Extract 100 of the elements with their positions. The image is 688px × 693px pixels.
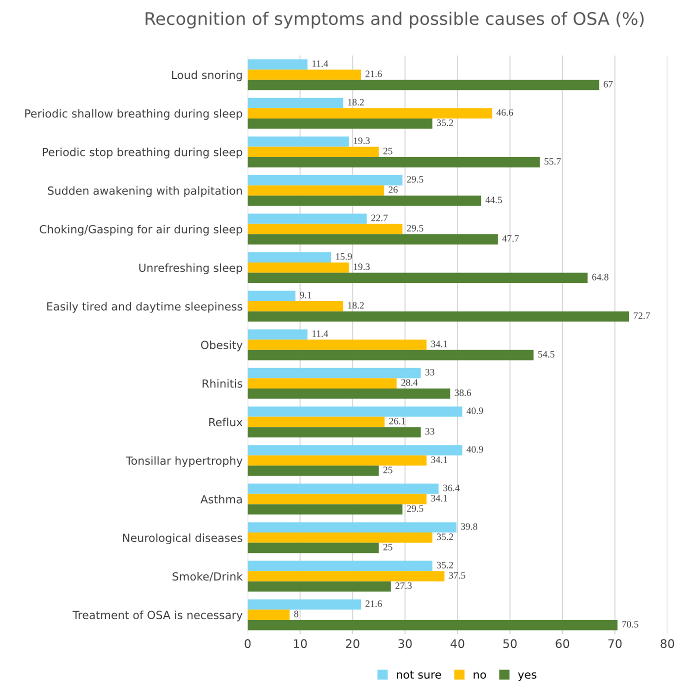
y-tick-label: Tonsillar hypertrophy: [126, 456, 242, 468]
y-tick-label: Loud snoring: [172, 70, 242, 82]
data-label: 15.9: [336, 253, 352, 260]
data-label: 67: [604, 80, 613, 88]
bar: [248, 59, 308, 70]
y-tick-label: Periodic stop breathing during sleep: [42, 148, 242, 158]
y-tick-label: Choking/Gasping for air during sleep: [40, 224, 242, 236]
bar: [248, 196, 482, 206]
y-tick-label: Asthma: [200, 494, 242, 504]
data-label: 40.9: [466, 446, 484, 453]
data-label: 36.4: [443, 484, 460, 492]
bar: [248, 406, 462, 417]
bar: [248, 118, 432, 129]
data-label: 34.1: [431, 340, 448, 348]
bar: [248, 98, 344, 108]
data-label: 9.1: [300, 292, 312, 298]
bar: [248, 234, 498, 244]
x-tick-label: 80: [660, 639, 674, 648]
bar: [248, 252, 332, 262]
data-label: 35.2: [436, 534, 453, 540]
bar: [248, 136, 349, 147]
data-label: 29.5: [407, 505, 424, 512]
data-label: 11.4: [312, 60, 328, 67]
data-label: 54.5: [538, 350, 554, 358]
data-label: 22.7: [371, 214, 388, 222]
data-label: 37.5: [449, 572, 466, 579]
bar: [248, 466, 379, 476]
data-label: 26: [388, 186, 398, 193]
bar: [248, 571, 444, 582]
data-label: 28.4: [401, 379, 418, 386]
data-label: 47.7: [502, 235, 519, 242]
y-tick-label: Unrefreshing sleep: [139, 263, 242, 274]
data-label: 25: [383, 544, 392, 550]
data-label: 33: [425, 368, 434, 376]
bar: [248, 522, 456, 533]
bar: [248, 560, 432, 572]
data-label: 21.6: [366, 70, 382, 78]
legend-label: not sure: [396, 670, 442, 679]
legend-label: yes: [518, 672, 536, 681]
y-tick-label: Reflux: [209, 418, 242, 426]
data-label: 21.6: [366, 600, 382, 607]
x-tick-label: 10: [294, 639, 307, 648]
bar: [248, 484, 439, 494]
bar: [248, 427, 421, 438]
bar: [248, 311, 630, 322]
data-label: 19.3: [354, 137, 370, 144]
data-label: 35.2: [436, 119, 453, 126]
data-label: 18.2: [348, 98, 364, 106]
bar: [248, 157, 540, 168]
bar: [248, 272, 588, 284]
data-label: 25: [383, 466, 392, 474]
data-label: 18.2: [348, 302, 364, 309]
data-label: 39.8: [461, 523, 478, 530]
bar: [248, 494, 427, 504]
x-tick-label: 60: [556, 639, 570, 648]
bar: [248, 108, 492, 118]
data-label: 26.1: [389, 418, 406, 424]
bar: [248, 378, 397, 388]
y-tick-label: Neurological diseases: [123, 533, 242, 544]
bar: [248, 175, 402, 186]
data-label: 35.2: [436, 562, 453, 568]
data-label: 70.5: [622, 620, 638, 628]
data-label: 44.5: [485, 196, 502, 204]
y-tick-label: Periodic shallow breathing during sleep: [25, 109, 242, 120]
x-tick-label: 50: [503, 639, 517, 648]
bar: [248, 290, 296, 302]
x-tick-label: 20: [346, 639, 360, 648]
data-label: 8: [294, 610, 298, 618]
bar: [248, 620, 618, 630]
bar: [248, 329, 308, 340]
legend-label: no: [474, 672, 486, 679]
data-label: 25: [383, 148, 392, 154]
bar: [248, 610, 290, 620]
bar: [248, 262, 349, 273]
bar: [248, 542, 379, 554]
y-tick-label: Obesity: [201, 340, 242, 352]
bar: [248, 70, 361, 80]
bar: [248, 445, 462, 456]
data-label: 64.8: [592, 274, 608, 280]
data-label: 38.6: [454, 390, 472, 396]
bar: [248, 599, 361, 610]
data-label: 27.3: [395, 582, 412, 589]
bar: [248, 416, 385, 428]
bar: [248, 455, 427, 466]
data-label: 33: [425, 428, 434, 435]
data-label: 46.6: [496, 109, 514, 116]
data-label: 34.1: [431, 456, 448, 463]
bar: [248, 301, 344, 312]
y-tick-label: Treatment of OSA is necessary: [72, 610, 242, 622]
x-tick-label: 70: [608, 639, 622, 648]
bar: [248, 368, 421, 378]
bar: [248, 350, 534, 360]
data-label: 72.7: [634, 312, 650, 319]
bar: [248, 504, 402, 515]
bar: [248, 224, 402, 234]
bar: [248, 340, 427, 350]
data-label: 55.7: [544, 158, 561, 165]
bar: [248, 80, 600, 90]
bar: [248, 214, 367, 224]
bar: [248, 146, 379, 158]
